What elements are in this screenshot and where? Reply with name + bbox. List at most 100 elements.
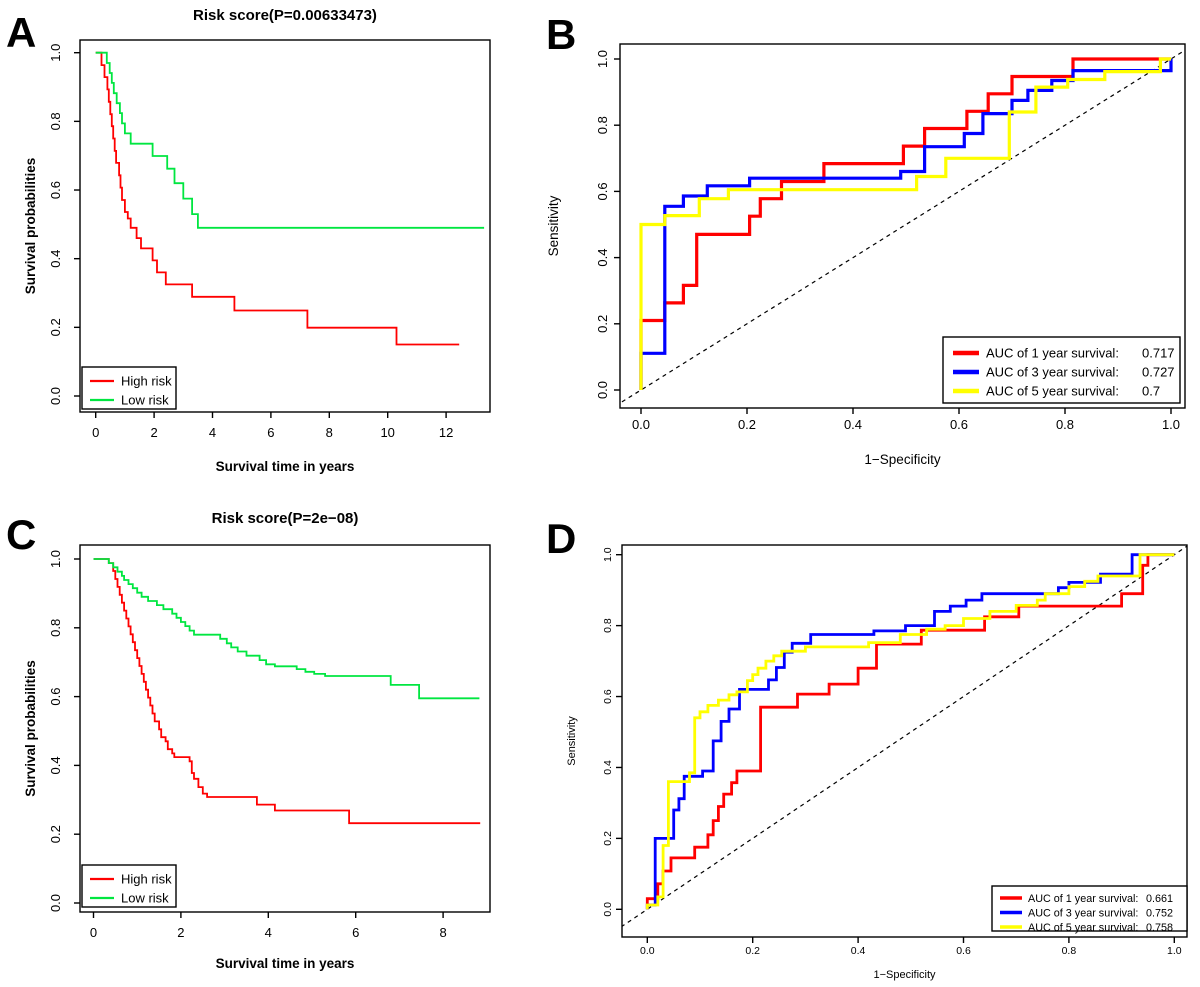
y-tick-label: 0.0 bbox=[48, 387, 63, 405]
panel-c-kaplan-meier-plot: 0 2 4 6 8 0.0 0.2 0.4 0.6 0.8 1.0 Risk score(P=2e−0… bbox=[23, 510, 491, 971]
plot-box bbox=[79, 544, 491, 913]
legend-box bbox=[81, 864, 177, 908]
y-axis-label: Sensitivity bbox=[546, 195, 561, 256]
series-auc-of-1-year-survival bbox=[645, 553, 1175, 910]
x-tick-label: 8 bbox=[326, 425, 333, 440]
legend-label: High risk bbox=[121, 872, 172, 887]
x-axis-label: 1−Specificity bbox=[864, 452, 940, 467]
legend-value: 0.758 bbox=[1146, 922, 1173, 934]
series-auc-of-3-year-survival bbox=[639, 59, 1173, 390]
y-tick-label: 0.4 bbox=[595, 249, 610, 267]
x-tick-label: 0.4 bbox=[851, 945, 866, 957]
y-tick-label: 1.0 bbox=[48, 550, 63, 568]
y-tick-label: 0.8 bbox=[48, 112, 63, 130]
x-tick-label: 1.0 bbox=[1167, 945, 1182, 957]
panel-label-c: C bbox=[6, 511, 37, 558]
panel-label-b: B bbox=[546, 11, 577, 58]
legend-label: AUC of 5 year survival: bbox=[1028, 922, 1138, 934]
series-low-risk bbox=[95, 51, 485, 229]
chance-diagonal bbox=[622, 545, 1187, 928]
x-tick-label: 8 bbox=[439, 925, 446, 940]
x-tick-label: 1.0 bbox=[1162, 417, 1180, 432]
legend-value: 0.752 bbox=[1146, 907, 1173, 919]
y-tick-label: 1.0 bbox=[48, 44, 63, 62]
legend-box bbox=[81, 366, 177, 410]
y-tick-label: 0.6 bbox=[48, 688, 63, 706]
legend-value: 0.7 bbox=[1142, 384, 1160, 399]
legend-value: 0.727 bbox=[1142, 365, 1175, 380]
panel-title: Risk score(P=2e−08) bbox=[212, 510, 359, 527]
y-tick-label: 1.0 bbox=[602, 547, 614, 562]
legend-value: 0.717 bbox=[1142, 346, 1175, 361]
panel-a-kaplan-meier-plot: 0 2 4 6 8 10 12 0.0 0.2 0.4 0.6 0.8 1.0 Risk score(P=… bbox=[23, 7, 491, 474]
series-auc-of-5-year-survival bbox=[645, 553, 1175, 910]
y-tick-label: 0.0 bbox=[602, 902, 614, 917]
x-tick-label: 12 bbox=[439, 425, 453, 440]
y-tick-label: 0.8 bbox=[602, 618, 614, 633]
y-tick-label: 0.2 bbox=[602, 831, 614, 846]
legend-label: High risk bbox=[121, 374, 172, 389]
y-tick-label: 0.2 bbox=[595, 315, 610, 333]
series-auc-of-5-year-survival bbox=[639, 57, 1171, 390]
x-tick-label: 6 bbox=[267, 425, 274, 440]
y-tick-label: 0.6 bbox=[595, 182, 610, 200]
series-low-risk bbox=[93, 558, 480, 700]
legend-box bbox=[991, 885, 1188, 932]
y-tick-label: 0.0 bbox=[595, 381, 610, 399]
panel-d-roc-plot: 0.0 0.2 0.4 0.6 0.8 1.0 0.0 0.2 0.4 0.6 0.8 1.0 1−Sp… bbox=[566, 544, 1188, 981]
panel-title: Risk score(P=0.00633473) bbox=[193, 7, 377, 24]
panel-label-a: A bbox=[6, 9, 37, 56]
x-tick-label: 2 bbox=[150, 425, 157, 440]
y-tick-label: 0.2 bbox=[48, 318, 63, 336]
y-tick-label: 0.4 bbox=[48, 250, 63, 268]
y-axis-label: Survival probabilities bbox=[23, 158, 38, 295]
y-tick-label: 0.8 bbox=[48, 619, 63, 637]
panel-label-d: D bbox=[546, 515, 577, 562]
x-axis-label: Survival time in years bbox=[216, 956, 355, 971]
legend-label: AUC of 3 year survival: bbox=[986, 365, 1119, 380]
y-tick-label: 0.6 bbox=[48, 181, 63, 199]
x-tick-label: 0.8 bbox=[1062, 945, 1077, 957]
plot-box bbox=[621, 544, 1188, 938]
legend-label: Low risk bbox=[121, 393, 169, 408]
y-tick-label: 0.2 bbox=[48, 825, 63, 843]
x-axis-label: 1−Specificity bbox=[873, 969, 936, 981]
y-tick-label: 0.4 bbox=[602, 760, 614, 775]
x-tick-label: 0 bbox=[92, 425, 99, 440]
series-auc-of-1-year-survival bbox=[639, 57, 1171, 390]
y-tick-label: 1.0 bbox=[595, 50, 610, 68]
y-axis-label: Sensitivity bbox=[566, 716, 578, 766]
x-tick-label: 0.2 bbox=[745, 945, 760, 957]
plot-box bbox=[79, 39, 491, 413]
y-tick-label: 0.0 bbox=[48, 894, 63, 912]
x-tick-label: 6 bbox=[352, 925, 359, 940]
x-tick-label: 0 bbox=[90, 925, 97, 940]
x-tick-label: 0.6 bbox=[950, 417, 968, 432]
x-tick-label: 4 bbox=[209, 425, 216, 440]
legend-value: 0.661 bbox=[1146, 893, 1173, 905]
x-axis-label: Survival time in years bbox=[216, 459, 355, 474]
y-tick-label: 0.8 bbox=[595, 116, 610, 134]
legend-label: AUC of 1 year survival: bbox=[1028, 893, 1138, 905]
x-tick-label: 4 bbox=[265, 925, 272, 940]
legend-label: AUC of 3 year survival: bbox=[1028, 907, 1138, 919]
chance-diagonal bbox=[620, 49, 1185, 404]
y-tick-label: 0.6 bbox=[602, 689, 614, 704]
plot-box bbox=[619, 43, 1186, 409]
panel-b-roc-plot: 0.0 0.2 0.4 0.6 0.8 1.0 0.0 0.2 0.4 0.6 0.8 1.0 1−Sp… bbox=[546, 43, 1186, 467]
x-tick-label: 0.8 bbox=[1056, 417, 1074, 432]
y-tick-label: 0.4 bbox=[48, 756, 63, 774]
legend-box bbox=[942, 336, 1181, 404]
series-high-risk bbox=[95, 51, 460, 346]
x-tick-label: 0.2 bbox=[738, 417, 756, 432]
legend-label: Low risk bbox=[121, 891, 169, 906]
x-tick-label: 10 bbox=[380, 425, 394, 440]
x-tick-label: 0.4 bbox=[844, 417, 862, 432]
x-tick-label: 0.0 bbox=[632, 417, 650, 432]
x-tick-label: 0.6 bbox=[956, 945, 971, 957]
legend-label: AUC of 1 year survival: bbox=[986, 346, 1119, 361]
x-tick-label: 2 bbox=[177, 925, 184, 940]
x-tick-label: 0.0 bbox=[640, 945, 655, 957]
series-high-risk bbox=[93, 558, 481, 825]
